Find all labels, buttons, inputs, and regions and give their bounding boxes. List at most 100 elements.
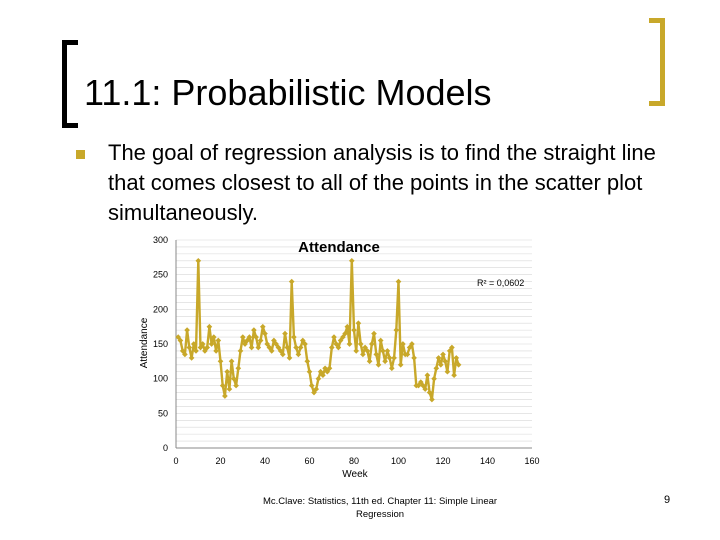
data-point — [422, 386, 429, 392]
data-point — [355, 320, 362, 327]
data-point — [253, 334, 259, 340]
data-point — [217, 358, 224, 365]
slide-title: 11.1: Probabilistic Models — [84, 72, 492, 113]
data-point — [299, 337, 306, 344]
data-point — [393, 327, 400, 333]
data-point — [297, 344, 304, 351]
data-point — [342, 330, 348, 337]
data-point — [395, 278, 402, 285]
data-point — [306, 368, 313, 375]
data-point — [406, 344, 413, 351]
data-point — [353, 348, 360, 354]
data-point — [228, 358, 235, 365]
data-point — [382, 358, 388, 365]
data-point — [248, 344, 255, 351]
data-point — [288, 278, 295, 285]
data-point — [411, 355, 417, 361]
data-point — [233, 382, 239, 389]
data-point — [364, 348, 371, 354]
data-point — [251, 327, 257, 333]
right-bracket-decoration — [649, 18, 665, 106]
data-point — [313, 386, 320, 392]
data-point — [202, 348, 208, 354]
y-axis-label: Attendance — [139, 317, 150, 368]
data-point — [386, 355, 393, 361]
data-point — [344, 323, 351, 330]
data-point — [333, 341, 340, 347]
data-point — [442, 358, 449, 365]
x-tick-label: 120 — [435, 456, 450, 466]
data-point — [420, 382, 426, 389]
data-point — [279, 351, 286, 358]
data-point — [204, 344, 211, 351]
data-point — [384, 348, 391, 354]
data-point — [375, 361, 382, 368]
data-point — [453, 355, 460, 361]
data-point — [440, 351, 446, 358]
data-point — [444, 368, 451, 375]
data-point — [331, 334, 337, 340]
y-tick-label: 150 — [153, 339, 168, 349]
x-axis-label: Week — [342, 469, 368, 480]
data-point — [255, 344, 262, 351]
data-point — [424, 372, 431, 379]
data-point — [264, 341, 271, 347]
series-markers — [175, 257, 462, 403]
data-point — [239, 334, 246, 340]
y-tick-labels: 0 50 100 150 200 250 300 — [153, 235, 168, 453]
data-point — [210, 334, 217, 340]
data-point — [380, 348, 386, 354]
data-point — [320, 372, 326, 379]
x-tick-labels: 0 20 40 60 80 100 120 140 160 — [173, 456, 539, 466]
x-tick-label: 100 — [391, 456, 406, 466]
data-point — [388, 365, 395, 372]
data-point — [449, 344, 455, 351]
data-point — [259, 323, 266, 330]
data-point — [362, 344, 368, 351]
data-point — [315, 375, 322, 382]
x-tick-label: 40 — [260, 456, 270, 466]
x-tick-label: 0 — [173, 456, 178, 466]
data-point — [257, 337, 264, 344]
data-point — [286, 355, 293, 361]
data-point — [291, 334, 297, 340]
y-tick-label: 50 — [158, 408, 168, 418]
data-point — [302, 341, 308, 347]
left-bracket-decoration — [62, 40, 78, 128]
data-point — [351, 327, 357, 333]
data-point — [246, 334, 253, 340]
data-point — [188, 355, 195, 361]
data-point — [177, 337, 184, 344]
data-point — [368, 341, 375, 347]
data-point — [346, 341, 353, 347]
data-point — [337, 337, 344, 344]
data-point — [206, 323, 213, 330]
data-point — [433, 365, 440, 372]
data-point — [397, 361, 404, 368]
data-point — [308, 382, 315, 389]
data-point — [335, 344, 342, 351]
data-point — [184, 327, 190, 333]
data-point — [431, 375, 437, 382]
data-point — [273, 341, 279, 347]
data-point — [179, 348, 186, 354]
data-point — [293, 344, 299, 351]
chart-gridlines — [176, 239, 532, 449]
data-point — [455, 361, 462, 368]
data-point — [193, 348, 199, 354]
bullet-icon — [76, 150, 85, 159]
data-point — [284, 344, 291, 351]
data-point — [317, 368, 324, 375]
x-tick-label: 60 — [304, 456, 314, 466]
data-point — [348, 257, 355, 264]
data-point — [426, 389, 433, 396]
data-point — [451, 372, 457, 379]
data-point — [404, 351, 411, 358]
data-point — [222, 393, 228, 399]
y-tick-label: 0 — [163, 443, 168, 453]
y-tick-label: 250 — [153, 270, 168, 280]
x-tick-label: 140 — [480, 456, 495, 466]
data-point — [195, 257, 202, 264]
data-point — [226, 386, 233, 392]
